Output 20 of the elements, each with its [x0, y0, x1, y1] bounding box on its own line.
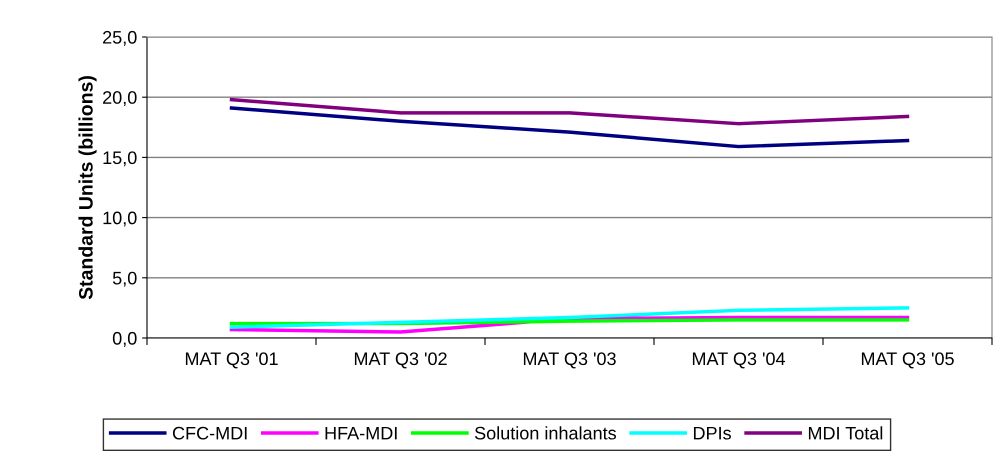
legend-label: Solution inhalants — [474, 426, 616, 440]
y-tick-label: 20,0 — [103, 91, 137, 106]
x-tick-label: MAT Q3 '03 — [524, 352, 616, 368]
x-tick-label: MAT Q3 '01 — [186, 352, 278, 368]
legend-label: MDI Total — [808, 426, 882, 440]
y-tick-label: 5,0 — [112, 272, 137, 287]
line-series — [230, 98, 910, 126]
x-tick-label: MAT Q3 '02 — [354, 352, 447, 368]
legend-label: HFA-MDI — [326, 426, 397, 440]
y-tick-label: 10,0 — [104, 212, 137, 226]
y-tick-label: 25,0 — [103, 30, 137, 46]
x-tick-label: MAT Q3 '04 — [692, 352, 786, 368]
legend-label: CFC-MDI — [172, 426, 247, 440]
line-series — [230, 106, 910, 148]
legend-label: DPIs — [694, 426, 731, 440]
line-series — [230, 306, 910, 329]
y-axis-title: Standard Units (billions) — [78, 76, 97, 300]
y-tick-label: 15,0 — [104, 151, 137, 166]
y-tick-label: 0,0 — [112, 332, 137, 347]
x-tick-label: MAT Q3 '05 — [862, 352, 954, 368]
